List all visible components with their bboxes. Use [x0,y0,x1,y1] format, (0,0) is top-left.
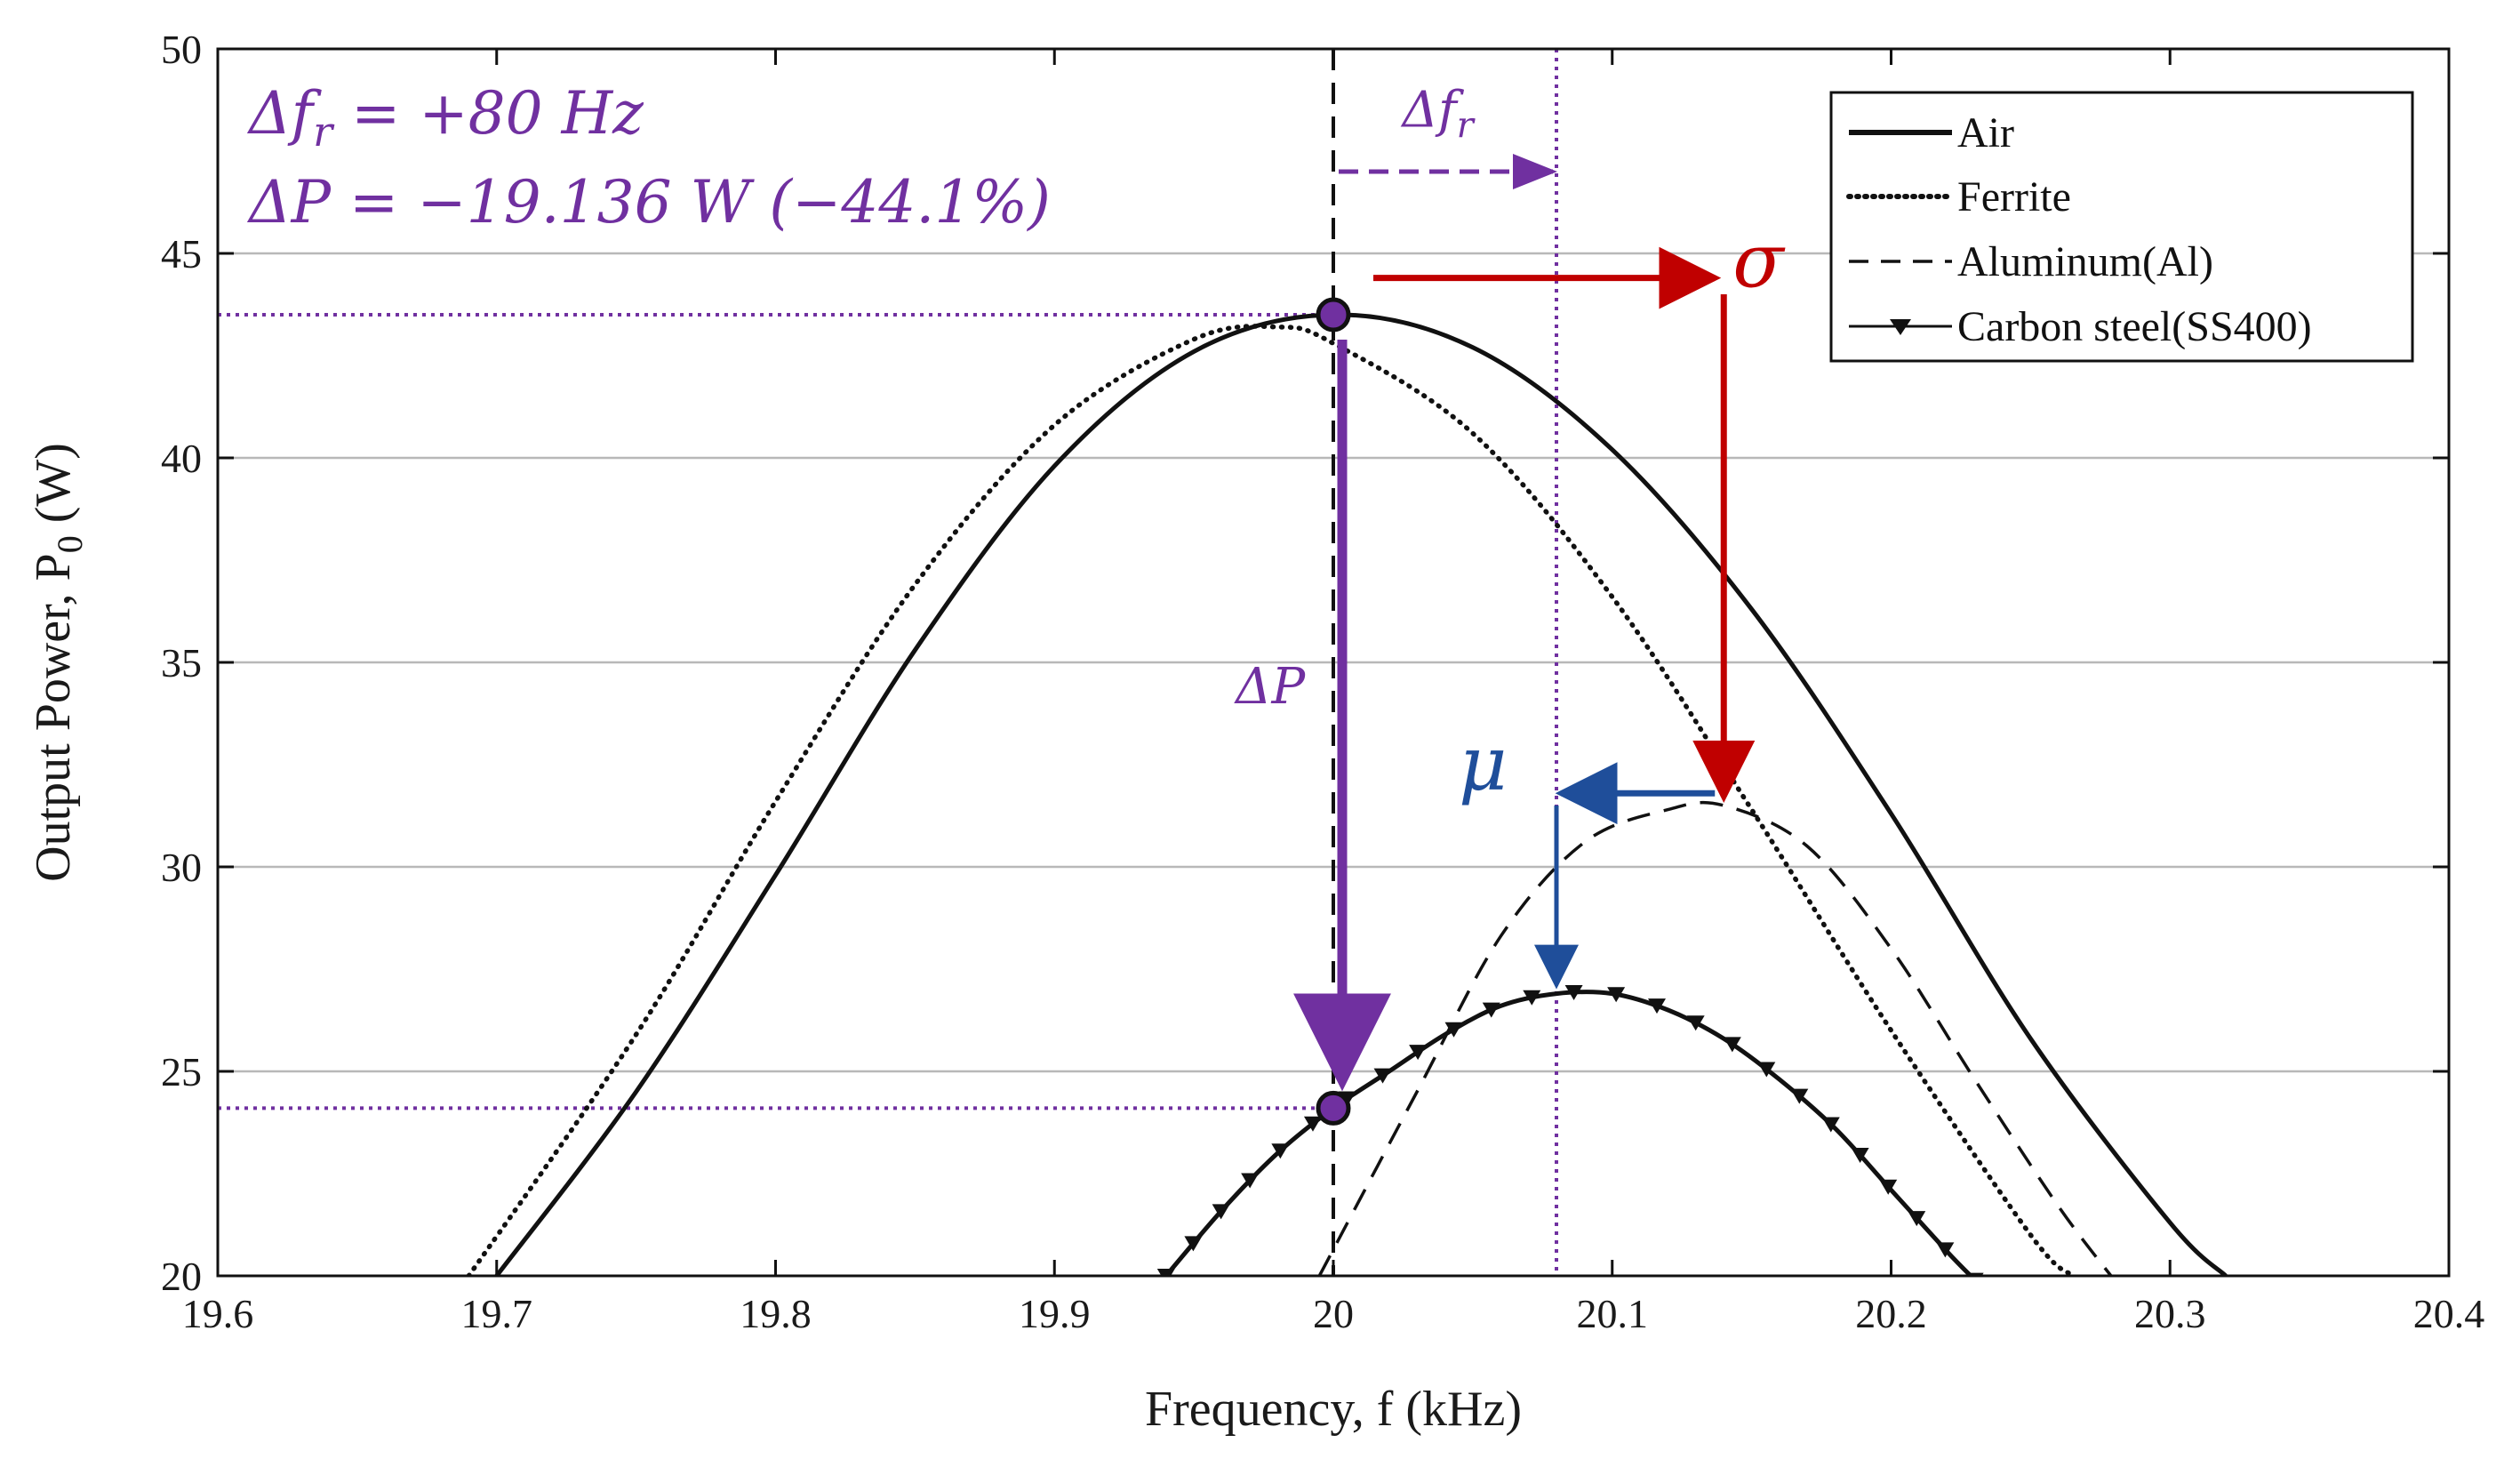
delta-p-arrow-label: ΔP [1234,658,1306,716]
ss400-marker [1821,1117,1840,1133]
x-axis-title: Frequency, f (kHz) [1145,1382,1522,1437]
ss400-marker [1790,1088,1809,1104]
mu-label: μ [1459,720,1508,807]
ss400-point [1316,1090,1351,1126]
y-tick-label: 40 [161,436,202,481]
delta-fr-arrow-label-main: Δf [1401,81,1465,139]
ss400-marker [1851,1148,1869,1164]
ss400-marker [1647,998,1666,1014]
x-tick-label: 19.8 [740,1291,812,1336]
y-tick-label: 50 [161,27,202,72]
delta-fr-annotation: Δfr = +80 Hz [246,79,644,156]
ss400-marker [1271,1143,1290,1159]
series-line-air [494,312,2228,1276]
y-axis-title-unit: (W) [26,443,81,535]
ss400-marker [1184,1236,1203,1252]
air-peak-point [1316,297,1351,333]
ss400-marker [1908,1211,1926,1227]
legend-label-aluminum: Aluminum(Al) [1957,238,2213,285]
legend-label-ferrite: Ferrite [1957,173,2071,220]
x-tick-label: 20.2 [1855,1291,1927,1336]
x-tick-label: 20.3 [2134,1291,2206,1336]
y-axis-title-sub: 0 [50,535,90,553]
sigma-label: σ [1732,218,1786,305]
delta-fr-annotation-value: = +80 Hz [332,79,644,148]
ss400-marker [1444,1022,1463,1038]
ss400-marker [1757,1062,1776,1078]
x-tick-label: 19.6 [182,1291,254,1336]
x-tick-label: 20 [1313,1291,1354,1336]
delta-fr-arrow-label-sub: r [1457,105,1476,146]
series-lines [466,312,2228,1276]
x-tick-label: 20.1 [1577,1291,1649,1336]
delta-p-annotation: ΔP = −19.136 W (−44.1%) [246,168,1051,236]
x-tick-label: 19.9 [1019,1291,1091,1336]
delta-fr-annotation-main: Δf [246,79,323,148]
legend-marker-ss400 [1890,319,1911,335]
delta-fr-annotation-sub: r [313,108,335,156]
y-axis-title: Output Power, P0 (W) [26,443,90,882]
legend-box [1829,91,2414,363]
ss400-marker [1607,987,1626,1003]
ss400-marker [1482,1002,1500,1018]
series-line-carbon-steel-ss400 [1164,990,1974,1276]
ss400-marker [1523,990,1541,1006]
ss400-marker [1241,1173,1260,1189]
x-tick-label: 20.4 [2413,1291,2485,1336]
x-tick-label: 19.7 [461,1291,533,1336]
highlight-points [1316,297,1351,1126]
y-tick-label: 25 [161,1049,202,1094]
ss400-marker [1303,1116,1322,1132]
y-tick-label: 35 [161,640,202,685]
y-tick-label: 30 [161,845,202,890]
ss400-marker [1723,1037,1741,1053]
ss400-marker [1212,1204,1230,1220]
ss400-marker [1409,1045,1428,1061]
axis-ticks: 20 25 30 35 40 45 50 19.6 19.7 19.8 19.9 20 20.1 20.2… [161,27,2484,1336]
legend-label-ss400: Carbon steel(SS400) [1957,303,2312,350]
y-tick-label: 45 [161,231,202,277]
legend: Air Ferrite Aluminum(Al) Carbon steel(SS… [1829,91,2414,363]
ss400-marker [1686,1015,1705,1031]
annotation-arrows [1293,154,1756,1092]
series-line-ferrite [466,324,2076,1276]
ss400-marker [1879,1179,1898,1195]
delta-fr-arrow-label: Δfr [1401,81,1476,146]
y-axis-title-main: Output Power, P [26,553,81,882]
legend-label-air: Air [1957,109,2014,156]
ss400-marker [1156,1269,1175,1276]
ss400-marker [1936,1242,1955,1258]
y-tick-label: 20 [161,1254,202,1299]
